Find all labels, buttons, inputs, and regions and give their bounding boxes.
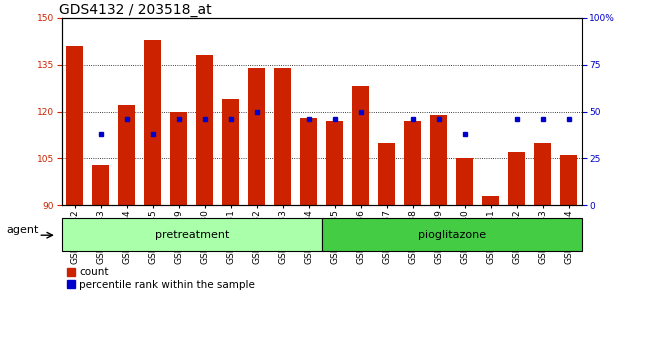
Bar: [144, 40, 161, 354]
Bar: [62, 218, 322, 251]
Bar: [66, 46, 83, 354]
Bar: [222, 99, 239, 354]
Legend: count, percentile rank within the sample: count, percentile rank within the sample: [67, 267, 255, 290]
Bar: [300, 118, 317, 354]
Bar: [326, 121, 343, 354]
Bar: [274, 68, 291, 354]
Bar: [92, 165, 109, 354]
Bar: [170, 112, 187, 354]
Bar: [430, 115, 447, 354]
Bar: [378, 143, 395, 354]
Bar: [248, 68, 265, 354]
Bar: [482, 196, 499, 354]
Text: pretreatment: pretreatment: [155, 229, 229, 240]
Bar: [352, 86, 369, 354]
Text: pioglitazone: pioglitazone: [418, 229, 486, 240]
Text: GDS4132 / 203518_at: GDS4132 / 203518_at: [59, 3, 212, 17]
Text: agent: agent: [6, 225, 38, 235]
Bar: [534, 143, 551, 354]
Bar: [322, 218, 582, 251]
Bar: [196, 55, 213, 354]
Bar: [118, 105, 135, 354]
Bar: [404, 121, 421, 354]
Bar: [456, 158, 473, 354]
Bar: [560, 155, 577, 354]
Bar: [508, 152, 525, 354]
